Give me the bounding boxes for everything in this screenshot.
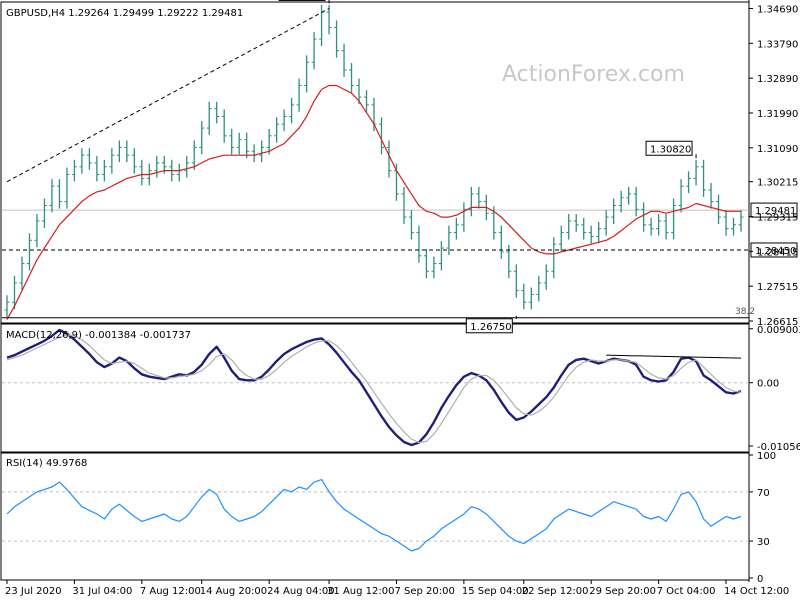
panel-title-price: GBPUSD,H4 1.29264 1.29499 1.29222 1.2948… xyxy=(6,8,243,19)
y-tick-label-price: 1.28415 xyxy=(757,247,798,258)
y-tick-label-price: 1.31990 xyxy=(757,109,798,120)
x-tick-label: 31 Jul 04:00 xyxy=(72,586,132,597)
chart-grid xyxy=(2,209,749,542)
panel-frame-rsi xyxy=(0,451,750,581)
watermark: ActionForex.com xyxy=(502,62,685,87)
x-tick-label: 7 Aug 12:00 xyxy=(140,586,201,597)
x-tick-label: 23 Jul 2020 xyxy=(5,586,62,597)
y-tick-label-rsi: 30 xyxy=(757,537,770,548)
macd-series-line-0 xyxy=(6,328,742,447)
level-label-box xyxy=(750,242,798,258)
y-tick-label-rsi: 0 xyxy=(757,574,763,585)
y-tick-label-price: 1.26615 xyxy=(757,317,798,328)
fib-level-label: 38.2 xyxy=(735,307,755,317)
y-tick-label-price: 1.34690 xyxy=(757,4,798,15)
chart-background: ActionForex.com xyxy=(0,0,750,582)
x-tick-label: 24 Aug 04:00 xyxy=(267,586,334,597)
chart-series xyxy=(4,5,744,552)
pivot-label: 1.26750 xyxy=(470,322,511,333)
x-tick-label: 7 Oct 04:00 xyxy=(657,586,716,597)
x-tick-label: 14 Aug 20:00 xyxy=(200,586,267,597)
last-price-label: 1.29481 xyxy=(755,206,796,217)
y-tick-label-macd: 0.00 xyxy=(757,379,779,390)
x-tick-label: 14 Oct 12:00 xyxy=(724,586,789,597)
y-tick-label-price: 1.30215 xyxy=(757,178,798,189)
y-tick-label-macd: -0.010566 xyxy=(757,442,800,453)
x-tick-label: 29 Sep 20:00 xyxy=(589,586,656,597)
level-label: 1.28450 xyxy=(755,246,796,257)
y-tick-label-rsi: 100 xyxy=(757,451,776,462)
macd-trendline xyxy=(606,354,742,359)
pivot-label: 1.30820 xyxy=(650,144,691,155)
panel-title-rsi: RSI(14) 49.9768 xyxy=(6,458,87,469)
last-price-box xyxy=(750,202,798,218)
y-tick-label-macd: 0.009003 xyxy=(757,325,800,336)
y-tick-label-price: 1.32890 xyxy=(757,74,798,85)
panel-title-macd: MACD(12,26,9) -0.001384 -0.001737 xyxy=(6,330,191,341)
panel-frame-price xyxy=(0,1,750,324)
rsi-series-line-0 xyxy=(6,479,742,552)
x-tick-label: 31 Aug 12:00 xyxy=(327,586,394,597)
y-tick-label-rsi: 70 xyxy=(757,488,770,499)
chart-axes: 1.34690 1.33790 1.32890 1.31990 1.31090 1.302… xyxy=(5,4,800,597)
pivot-label-box xyxy=(645,140,693,156)
pivot-label-box xyxy=(465,318,513,334)
y-tick-label-price: 1.29315 xyxy=(757,213,798,224)
price-series-line-1 xyxy=(6,84,741,320)
price-trendline xyxy=(6,8,330,183)
x-tick-label: 22 Sep 12:00 xyxy=(522,586,589,597)
macd-series-line-1 xyxy=(6,334,742,444)
y-tick-label-price: 1.31090 xyxy=(757,144,798,155)
x-tick-label: 7 Sep 20:00 xyxy=(394,586,454,597)
y-tick-label-price: 1.33790 xyxy=(757,39,798,50)
panel-frame-macd xyxy=(0,323,750,454)
y-tick-label-price: 1.27515 xyxy=(757,282,798,293)
x-tick-label: 15 Sep 04:00 xyxy=(462,586,529,597)
